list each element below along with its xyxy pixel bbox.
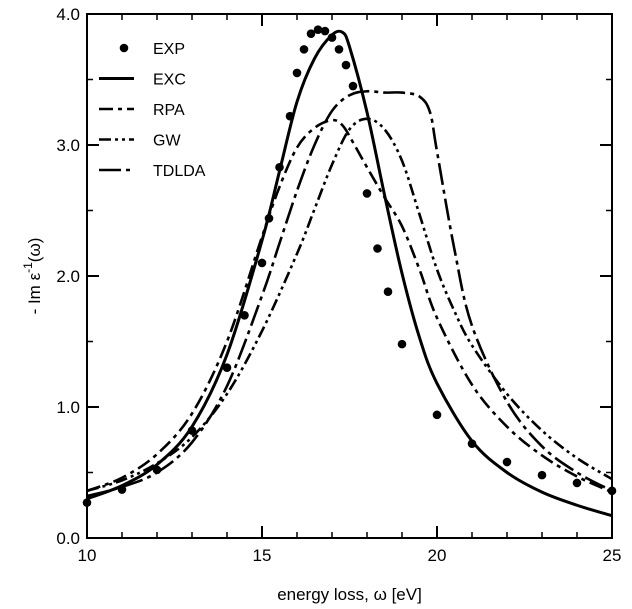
data-point-exp (607, 486, 617, 496)
data-point-exp (299, 45, 309, 54)
series-line-tdlda (86, 89, 613, 498)
y-axis-title-main: - Im ε (25, 272, 44, 314)
data-point-exp (334, 45, 344, 54)
legend-label-exc: EXC (153, 72, 186, 89)
data-point-exp (362, 189, 372, 198)
data-point-exp (82, 498, 92, 507)
series-points (82, 25, 617, 507)
legend-label-gw: GW (153, 133, 181, 150)
data-point-exp (467, 439, 477, 448)
series-line-exc (86, 29, 613, 518)
data-point-exp (373, 244, 382, 253)
y-tick-label: 4.0 (56, 5, 80, 24)
data-point-exp (285, 111, 295, 121)
plot-frame (86, 13, 613, 539)
legend-label-tdlda: TDLDA (153, 163, 206, 180)
y-tick-label: 2.0 (56, 267, 80, 286)
series-line-rpa (86, 118, 613, 494)
y-tick-label: 1.0 (56, 398, 80, 417)
data-point-exp (222, 363, 232, 373)
data-point-exp (341, 60, 351, 70)
y-tick-label: 0.0 (56, 529, 80, 548)
x-axis-title: energy loss, ω [eV] (277, 585, 422, 604)
x-tick-label: 10 (78, 546, 97, 565)
data-point-exp (117, 485, 127, 494)
legend-marker-exp (119, 43, 129, 53)
data-point-exp (292, 68, 302, 78)
data-point-exp (327, 33, 337, 42)
legend-label-exp: EXP (153, 41, 185, 58)
data-point-exp (264, 214, 274, 223)
data-point-exp (348, 81, 358, 91)
data-point-exp (537, 470, 547, 480)
data-point-exp (313, 25, 323, 35)
y-axis-title-exponent: -1 (21, 262, 35, 273)
y-tick-label: 3.0 (56, 136, 80, 155)
data-point-exp (397, 339, 407, 349)
y-axis-title: - Im ε-1(ω) (21, 238, 44, 315)
legend: EXP EXC RPA GW TDLDA (99, 41, 206, 180)
axis-ticks: 10 15 20 25 0.0 1.0 2.0 3.0 4.0 (56, 5, 621, 565)
x-tick-label: 20 (428, 546, 447, 565)
data-point-exp (432, 410, 442, 420)
legend-label-rpa: RPA (153, 102, 185, 119)
data-point-exp (306, 29, 316, 38)
data-point-exp (383, 287, 393, 297)
y-axis-title-argument: (ω) (25, 238, 44, 263)
data-point-exp (152, 465, 162, 475)
data-point-exp (572, 478, 582, 488)
data-point-exp (502, 457, 512, 467)
x-tick-label: 15 (253, 546, 272, 565)
data-point-exp (187, 426, 197, 435)
series-lines (86, 29, 613, 518)
data-point-exp (320, 26, 330, 36)
data-point-exp (275, 162, 284, 172)
data-point-exp (257, 258, 267, 268)
data-point-exp (240, 311, 249, 320)
x-tick-label: 25 (603, 546, 622, 565)
